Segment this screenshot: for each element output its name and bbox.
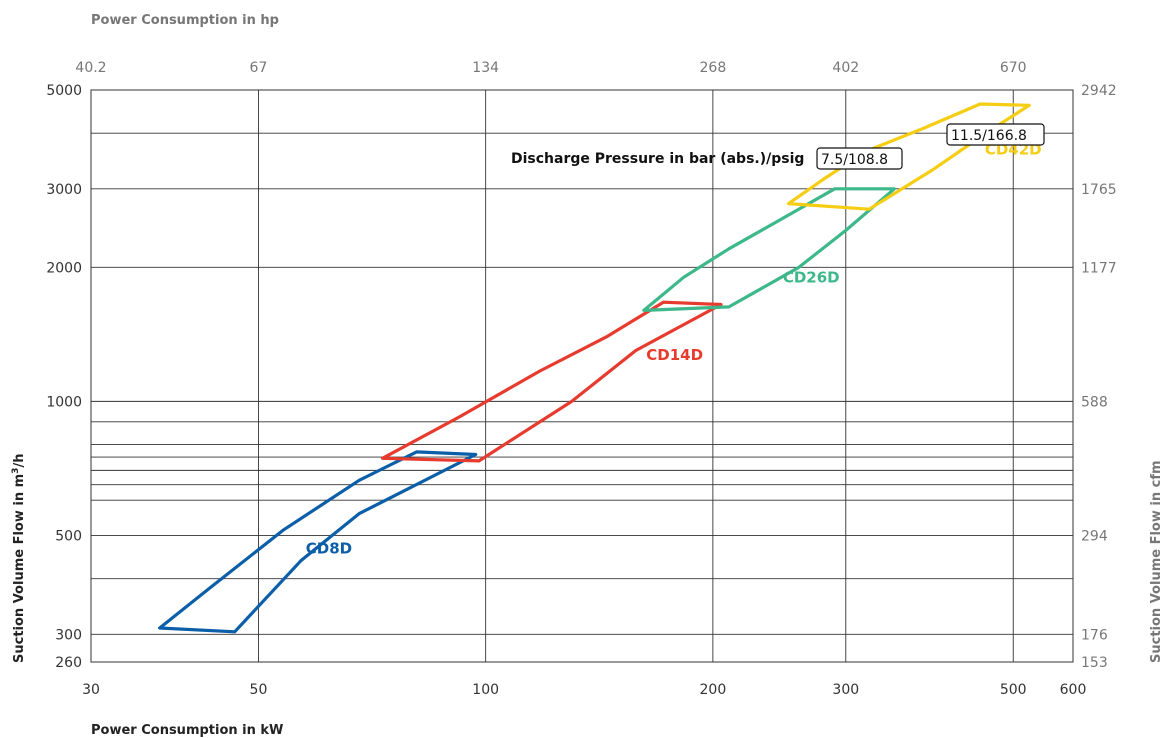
pressure-box-b (946, 123, 1045, 146)
x-tick-label: 500 (1000, 682, 1027, 698)
x-axis-title: Power Consumption in kW (91, 723, 283, 738)
x-tick-label: 200 (700, 682, 727, 698)
x2-tick-label: 670 (1000, 60, 1027, 76)
series-outline-cd8d (158, 450, 478, 634)
y2-tick-label: 1765 (1081, 182, 1117, 198)
x2-axis-title: Power Consumption in hp (91, 13, 279, 28)
x-tick-label: 50 (250, 682, 268, 698)
series-label-cd14d: CD14D (646, 346, 703, 364)
y-axis-title-sup: 3 (11, 468, 21, 474)
x2-tick-label: 40.2 (75, 60, 106, 76)
y-tick-label: 500 (55, 528, 82, 544)
tick-labels: 30 50 100 200 300 500 600 40.2 67 134 268 402 670 260… (46, 60, 1116, 698)
x-tick-label: 100 (472, 682, 499, 698)
plot-border (90, 89, 1074, 663)
series-group (158, 102, 1031, 634)
x2-tick-label: 268 (700, 60, 727, 76)
pressure-box-a-text: 7.5/108.8 (821, 152, 888, 168)
x-tick-label: 30 (82, 682, 100, 698)
x2-tick-label: 134 (472, 60, 499, 76)
grid (91, 90, 1073, 662)
y2-tick-label: 294 (1081, 528, 1108, 544)
y-axis-title: Suction Volume Flow in m3/h (11, 454, 27, 663)
y-axis-title-tail: /h (12, 454, 27, 468)
y2-tick-label: 1177 (1081, 260, 1117, 276)
x2-tick-label: 402 (832, 60, 859, 76)
series-label-cd26d: CD26D (783, 268, 840, 286)
x-tick-label: 300 (832, 682, 859, 698)
series-label-cd8d: CD8D (306, 540, 352, 558)
y2-tick-label: 153 (1081, 655, 1108, 671)
y-tick-label: 300 (55, 627, 82, 643)
y-axis-title-main: Suction Volume Flow in m (12, 474, 27, 663)
series-outline-cd26d (642, 187, 897, 312)
y-tick-label: 1000 (46, 394, 82, 410)
x-tick-label: 600 (1060, 682, 1087, 698)
y-tick-label: 260 (55, 655, 82, 671)
pressure-box-b-text: 11.5/166.8 (951, 128, 1027, 144)
discharge-pressure-label: Discharge Pressure in bar (abs.)/psig (511, 151, 804, 167)
x2-tick-label: 67 (250, 60, 268, 76)
pressure-box-a (816, 147, 903, 170)
y2-tick-label: 2942 (1081, 83, 1117, 99)
y2-tick-label: 588 (1081, 394, 1108, 410)
y-tick-label: 3000 (46, 182, 82, 198)
plot-frame (90, 89, 1074, 663)
y-tick-label: 5000 (46, 83, 82, 99)
series-outline-cd14d (380, 300, 723, 463)
y2-tick-label: 176 (1081, 627, 1108, 643)
y2-axis-title: Suction Volume Flow in cfm (1149, 460, 1164, 663)
y-tick-label: 2000 (46, 260, 82, 276)
